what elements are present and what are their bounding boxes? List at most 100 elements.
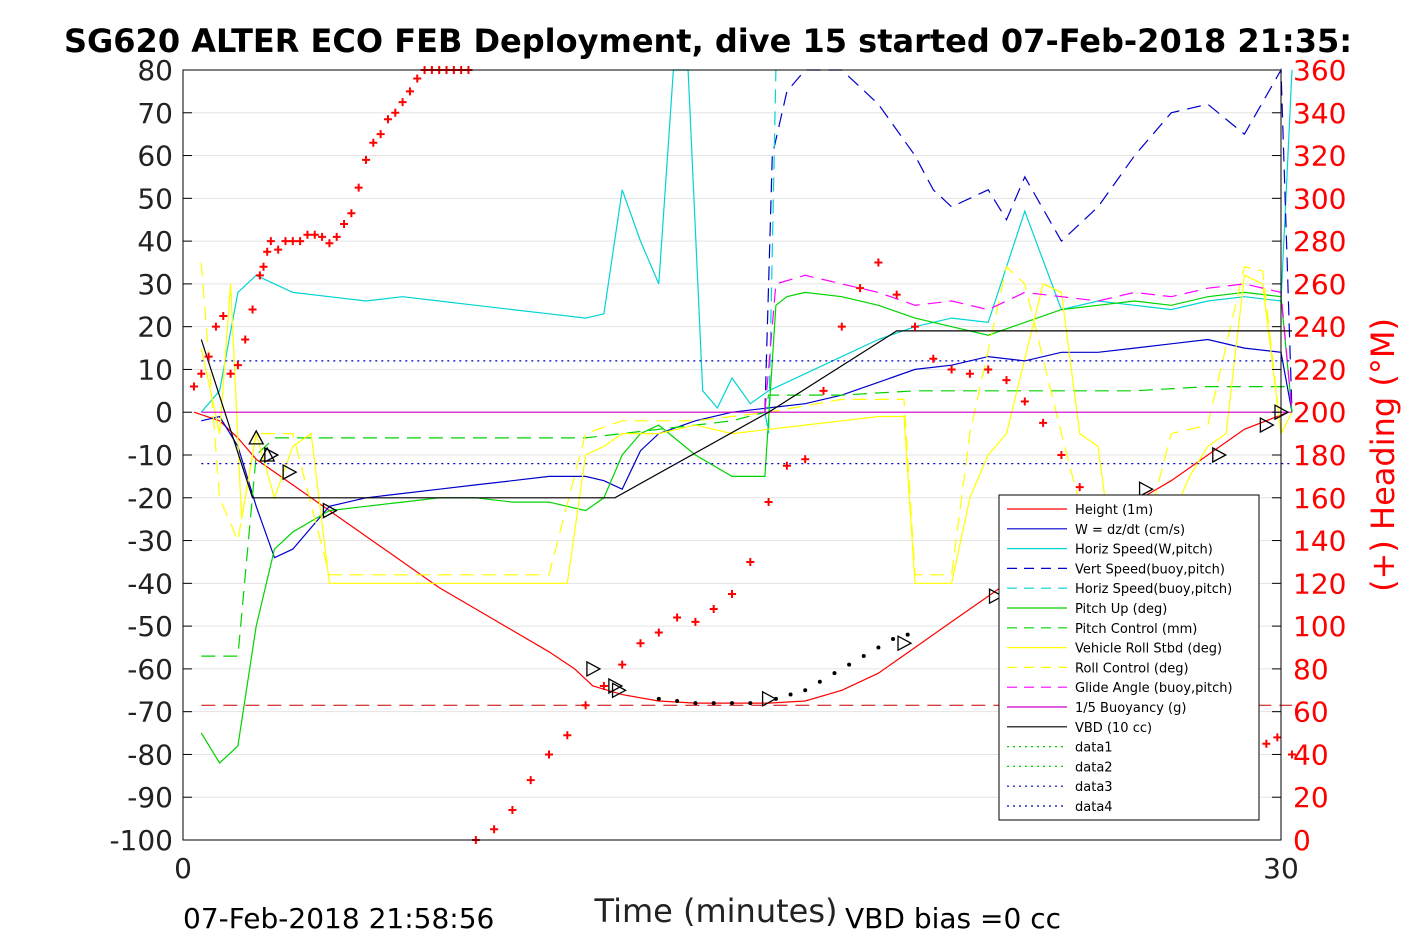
y-right-tick-label: 200 [1293,396,1346,429]
legend-label: data1 [1075,741,1113,756]
legend-label: Horiz Speed(buoy,pitch) [1075,582,1232,597]
heading-marker [581,701,590,710]
heading-marker [405,87,414,96]
heading-marker [636,639,645,648]
heading-marker [856,284,865,293]
y-tick-label: -20 [127,482,173,515]
legend-label: 1/5 Buoyancy (g) [1075,701,1186,716]
heading-marker [965,369,974,378]
legend-label: data4 [1075,800,1113,815]
y-right-tick-label: 320 [1293,140,1346,173]
depth-dot [861,654,866,659]
y-tick-label: 60 [137,140,173,173]
depth-dot [876,645,881,650]
vbd-triangle-marker [264,446,280,464]
vbd-triangle-marker [988,588,1004,605]
y-tick-label: 40 [137,225,173,258]
chart-title: SG620 ALTER ECO FEB Deployment, dive 15 … [64,22,1352,60]
y-tick-label: 30 [137,268,173,301]
y-right-tick-label: 100 [1293,610,1346,643]
series-line-2 [200,69,1293,413]
heading-marker [362,155,370,164]
footer-vbd-bias: VBD bias =0 cc [845,902,1061,935]
depth-dot [803,688,808,693]
heading-marker [266,237,275,246]
y-axis-right-label: (+) Heading (°M) [1364,318,1402,592]
heading-marker [1273,733,1282,742]
y-right-tick-label: 80 [1293,653,1329,686]
y-axis-right: 3603403203002802602402202001801601401201… [1272,54,1346,857]
heading-marker [929,354,938,363]
y-tick-label: -40 [127,567,173,600]
legend-label: data2 [1075,760,1113,775]
legend-label: Vehicle Roll Stbd (deg) [1075,642,1222,657]
heading-marker [369,138,378,147]
y-tick-label: 20 [137,311,173,344]
heading-marker [819,386,828,395]
depth-dot [656,696,661,701]
y-right-tick-label: 120 [1293,567,1346,600]
heading-marker [1039,418,1048,427]
y-right-tick-label: 360 [1293,54,1346,87]
heading-marker [303,230,312,239]
heading-marker [413,74,422,83]
vbd-triangle-marker [282,464,298,481]
depth-dot [788,692,793,697]
heading-marker [801,455,810,464]
heading-marker [526,776,535,785]
series-line-6 [201,386,1292,657]
heading-marker [204,352,213,361]
y-tick-label: 50 [137,182,173,215]
heading-marker [398,98,407,107]
legend-label: Vert Speed(buoy,pitch) [1075,562,1225,577]
heading-marker [984,365,993,374]
y-tick-label: -60 [127,653,173,686]
vbd-triangle-marker [248,429,265,445]
heading-marker [296,237,305,246]
vbd-triangle-marker [1138,481,1154,498]
depth-dot [730,701,734,706]
heading-marker [837,322,846,331]
depth-dot [748,701,753,706]
y-tick-label: -70 [127,696,173,729]
depth-dot [693,701,698,706]
heading-marker [1020,397,1029,406]
heading-marker [211,322,220,331]
heading-marker [197,369,206,378]
heading-marker [255,271,264,280]
heading-marker [219,311,228,320]
heading-marker [545,750,553,759]
heading-marker [1057,451,1066,459]
heading-marker [892,290,901,299]
y-tick-label: -100 [109,824,173,857]
heading-marker [310,230,319,239]
heading-marker [325,239,334,248]
heading-marker [673,613,682,622]
heading-marker [563,731,572,740]
heading-marker [241,335,250,344]
x-axis-label: Time (minutes) [594,892,838,930]
y-right-tick-label: 280 [1293,225,1346,258]
x-tick-label: 30 [1263,852,1299,885]
legend-label: Height (1m) [1075,503,1153,518]
heading-marker [764,498,773,507]
heading-marker [248,305,257,314]
heading-marker [490,825,499,834]
y-tick-label: 80 [137,54,173,87]
heading-marker [874,258,883,267]
heading-marker [189,382,198,391]
heading-marker [1075,483,1084,492]
vbd-triangle-marker [611,682,627,699]
heading-marker [911,322,919,331]
y-right-tick-label: 260 [1293,268,1346,301]
x-axis: 0 30 [174,831,1299,885]
heading-marker [259,262,268,271]
heading-marker [288,237,297,246]
heading-marker [274,245,283,254]
y-tick-label: -80 [127,738,173,771]
y-axis-left: 80 70 60 50 40 30 20 10 0 -10 -20 -30 -40 -50 -60 -70 -8… [109,54,192,857]
y-tick-label: -50 [127,610,173,643]
heading-marker [618,660,627,669]
series-line-4 [764,69,777,434]
